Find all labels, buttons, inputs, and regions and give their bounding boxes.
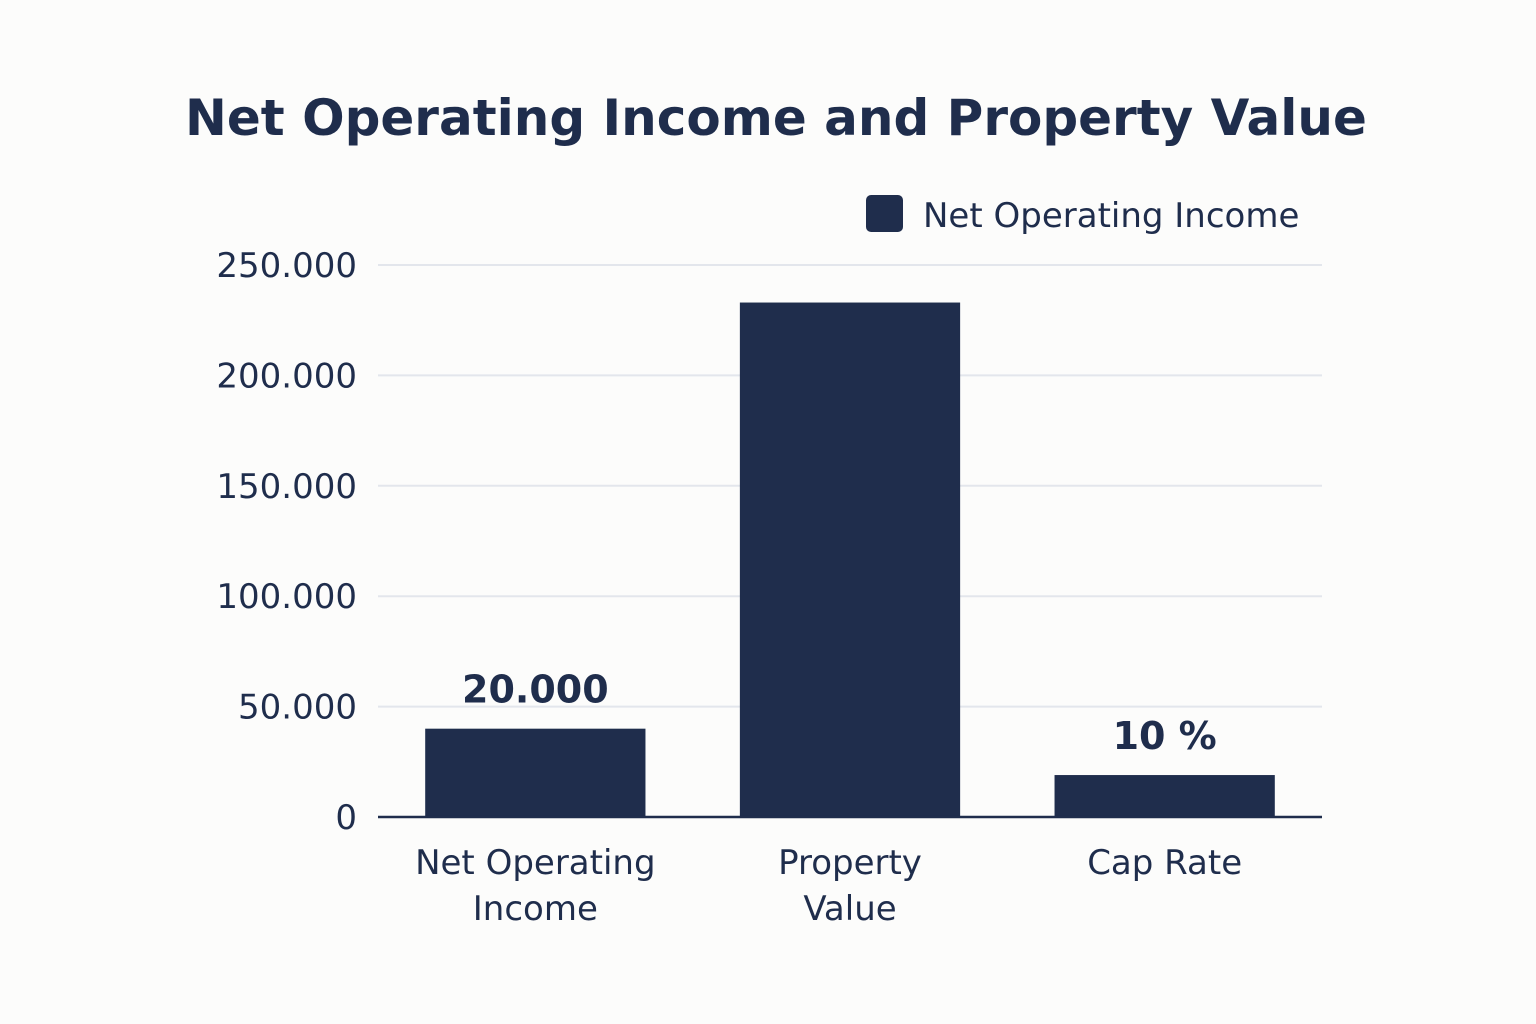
bar [1054,775,1275,817]
y-tick-label: 200.000 [216,356,357,396]
y-tick-label: 150.000 [216,467,357,507]
y-tick-label: 100.000 [216,577,357,617]
legend: Net Operating Income [866,195,1299,236]
chart-title: Net Operating Income and Property Value [185,89,1367,147]
bars [425,302,1275,817]
y-tick-label: 250.000 [216,246,357,286]
x-category-label: Net Operating Income [415,843,655,929]
data-labels: 20.000 10 % [462,668,1217,758]
bar [739,302,961,817]
x-axis-categories: Net Operating Income Property Value Cap Rate [415,843,1242,929]
legend-label: Net Operating Income [923,196,1299,236]
y-tick-label: 50.000 [238,688,357,728]
legend-swatch [866,195,903,232]
x-category-label: Property Value [778,843,922,929]
data-label: 10 % [1113,714,1217,758]
bar [425,728,646,817]
x-category-label: Cap Rate [1087,843,1242,883]
y-tick-label: 0 [335,798,357,838]
y-axis-ticks: 0 50.000 100.000 150.000 200.000 250.000 [216,246,357,838]
data-label: 20.000 [462,668,609,712]
